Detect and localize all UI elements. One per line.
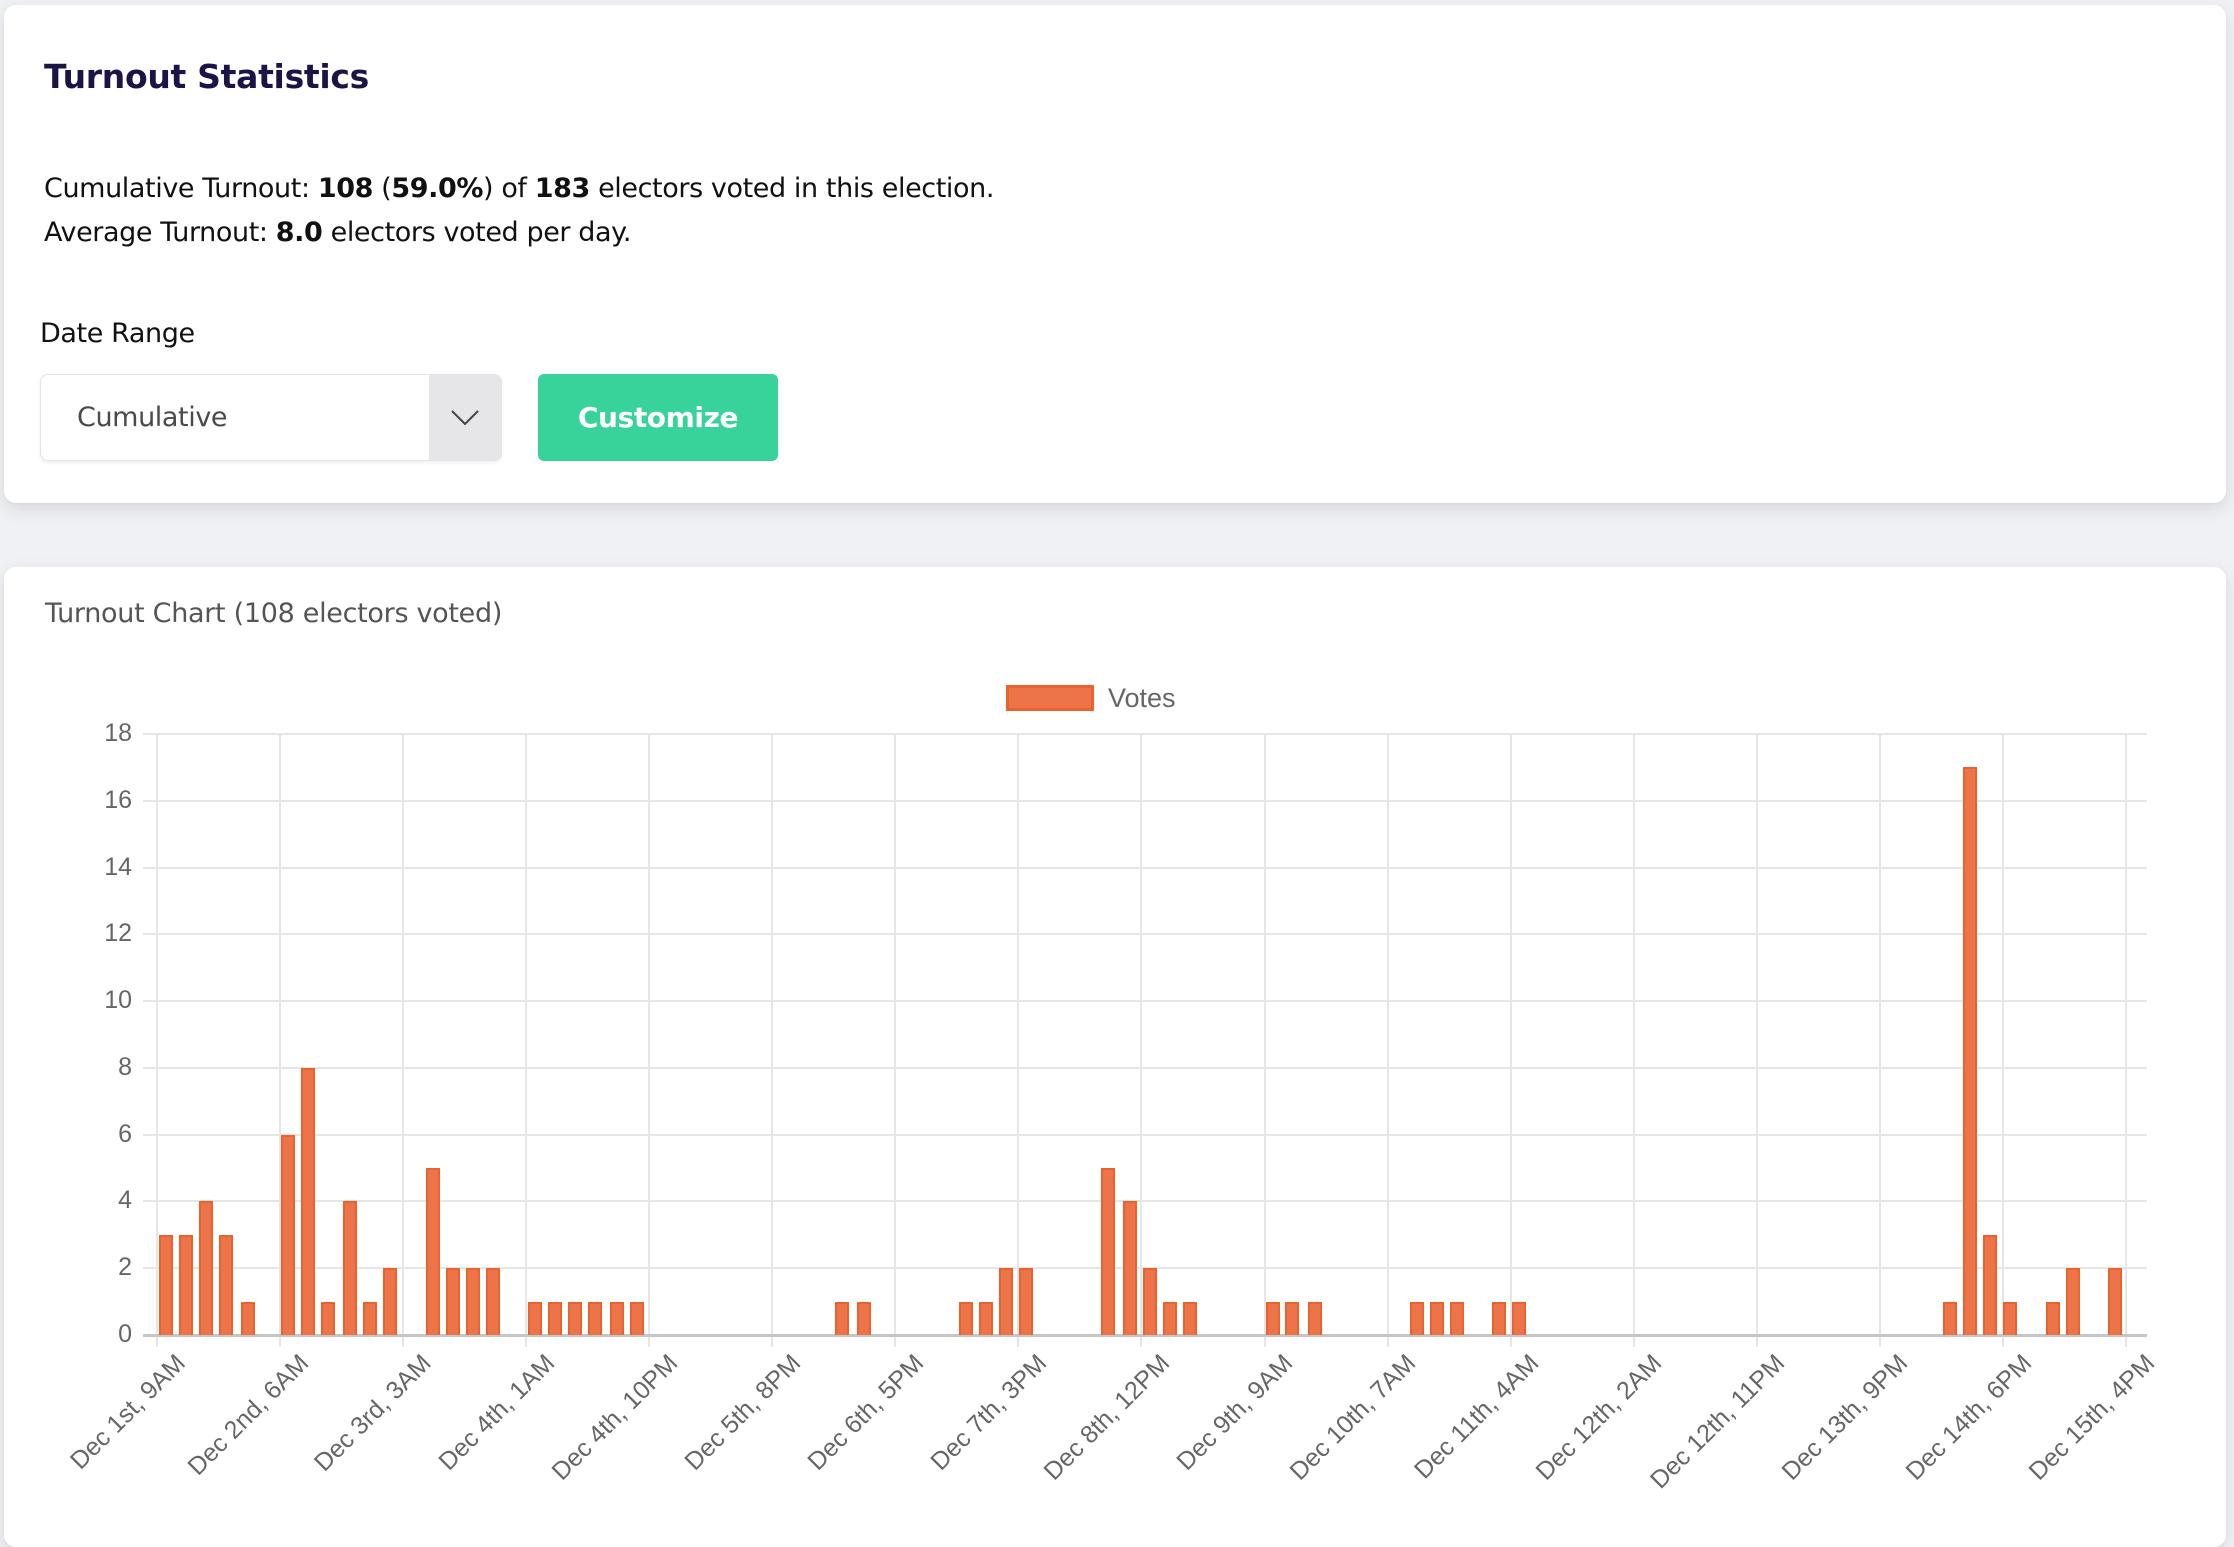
turnout-chart-card <box>4 567 2226 1547</box>
paren-open: ( <box>373 173 392 204</box>
bar-votes[interactable] <box>218 1234 233 1335</box>
bar-votes[interactable] <box>485 1268 500 1335</box>
average-prefix: Average Turnout: <box>44 217 276 248</box>
bar-votes[interactable] <box>958 1301 973 1335</box>
bar-votes[interactable] <box>978 1301 993 1335</box>
bar-votes[interactable] <box>1512 1301 1527 1335</box>
bar-votes[interactable] <box>547 1301 562 1335</box>
bar-votes[interactable] <box>1450 1301 1465 1335</box>
bar-votes[interactable] <box>446 1268 461 1335</box>
cumulative-prefix: Cumulative Turnout: <box>44 173 318 204</box>
bar-votes[interactable] <box>1284 1301 1299 1335</box>
bar-votes[interactable] <box>567 1301 582 1335</box>
chart-legend[interactable]: Votes <box>1006 682 1176 713</box>
legend-swatch-votes <box>1006 685 1094 711</box>
bar-votes[interactable] <box>1183 1301 1198 1335</box>
bar-votes[interactable] <box>280 1134 295 1335</box>
voted-count: 108 <box>317 173 374 204</box>
date-range-selected-value: Cumulative <box>77 402 228 433</box>
legend-label-votes: Votes <box>1108 682 1176 713</box>
bar-votes[interactable] <box>1962 767 1977 1335</box>
bar-votes[interactable] <box>609 1301 624 1335</box>
bar-votes[interactable] <box>1122 1201 1137 1335</box>
bar-votes[interactable] <box>241 1301 256 1335</box>
bar-votes[interactable] <box>1982 1234 1997 1335</box>
bar-votes[interactable] <box>998 1268 1013 1335</box>
bar-votes[interactable] <box>1163 1301 1178 1335</box>
bar-votes[interactable] <box>1491 1301 1506 1335</box>
bar-votes[interactable] <box>1265 1301 1280 1335</box>
average-turnout-text: Average Turnout: 8.0 electors voted per … <box>44 217 631 248</box>
paren-close-of: ) of <box>483 173 535 204</box>
bar-votes[interactable] <box>1942 1301 1957 1335</box>
customize-button[interactable]: Customize <box>538 374 778 461</box>
bar-votes[interactable] <box>179 1234 194 1335</box>
bar-votes[interactable] <box>1101 1168 1116 1335</box>
bar-votes[interactable] <box>2107 1268 2122 1335</box>
cumulative-suffix: electors voted in this election. <box>589 173 995 204</box>
bar-votes[interactable] <box>198 1201 213 1335</box>
date-range-select[interactable]: Cumulative <box>40 374 502 461</box>
bar-votes[interactable] <box>1429 1301 1444 1335</box>
chart-title: Turnout Chart (108 electors voted) <box>45 598 503 629</box>
average-value: 8.0 <box>275 217 323 248</box>
bar-votes[interactable] <box>383 1268 398 1335</box>
cumulative-turnout-text: Cumulative Turnout: 108 (59.0%) of 183 e… <box>44 173 994 204</box>
turnout-percent: 59.0% <box>391 173 483 204</box>
bar-votes[interactable] <box>2045 1301 2060 1335</box>
date-range-label: Date Range <box>40 318 195 349</box>
bar-votes[interactable] <box>465 1268 480 1335</box>
bar-votes[interactable] <box>1142 1268 1157 1335</box>
bar-votes[interactable] <box>321 1301 336 1335</box>
bar-votes[interactable] <box>362 1301 377 1335</box>
bar-votes[interactable] <box>527 1301 542 1335</box>
total-electors: 183 <box>534 173 591 204</box>
bar-votes[interactable] <box>1307 1301 1322 1335</box>
bar-votes[interactable] <box>587 1301 602 1335</box>
bar-votes[interactable] <box>342 1201 357 1335</box>
bar-votes[interactable] <box>857 1301 872 1335</box>
bar-votes[interactable] <box>2065 1268 2080 1335</box>
bar-votes[interactable] <box>629 1301 644 1335</box>
bar-votes[interactable] <box>1409 1301 1424 1335</box>
bar-votes[interactable] <box>1018 1268 1033 1335</box>
bar-votes[interactable] <box>834 1301 849 1335</box>
bar-votes[interactable] <box>300 1067 315 1335</box>
bar-votes[interactable] <box>159 1234 174 1335</box>
page-title: Turnout Statistics <box>44 57 370 96</box>
average-suffix: electors voted per day. <box>322 217 632 248</box>
chevron-down-icon[interactable] <box>429 375 501 460</box>
bar-votes[interactable] <box>2002 1301 2017 1335</box>
bar-votes[interactable] <box>426 1168 441 1335</box>
